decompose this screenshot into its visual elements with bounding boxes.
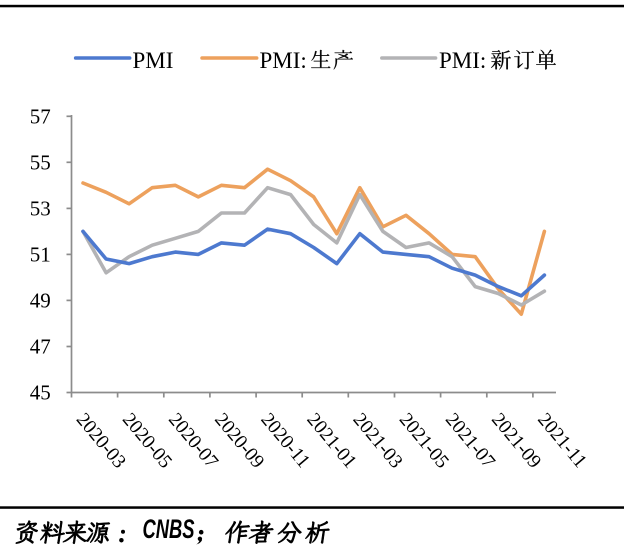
svg-text:PMI:: PMI: (260, 48, 307, 73)
svg-text:53: 53 (30, 197, 51, 221)
svg-text:PMI: PMI (133, 48, 174, 73)
svg-text:45: 45 (30, 381, 51, 405)
svg-text:PMI:: PMI: (439, 48, 486, 73)
svg-text:57: 57 (30, 105, 51, 129)
svg-text:51: 51 (30, 243, 51, 267)
svg-text:49: 49 (30, 289, 51, 313)
svg-text:55: 55 (30, 151, 51, 175)
svg-text:47: 47 (30, 335, 51, 359)
svg-text:CNBS: CNBS (143, 513, 195, 544)
